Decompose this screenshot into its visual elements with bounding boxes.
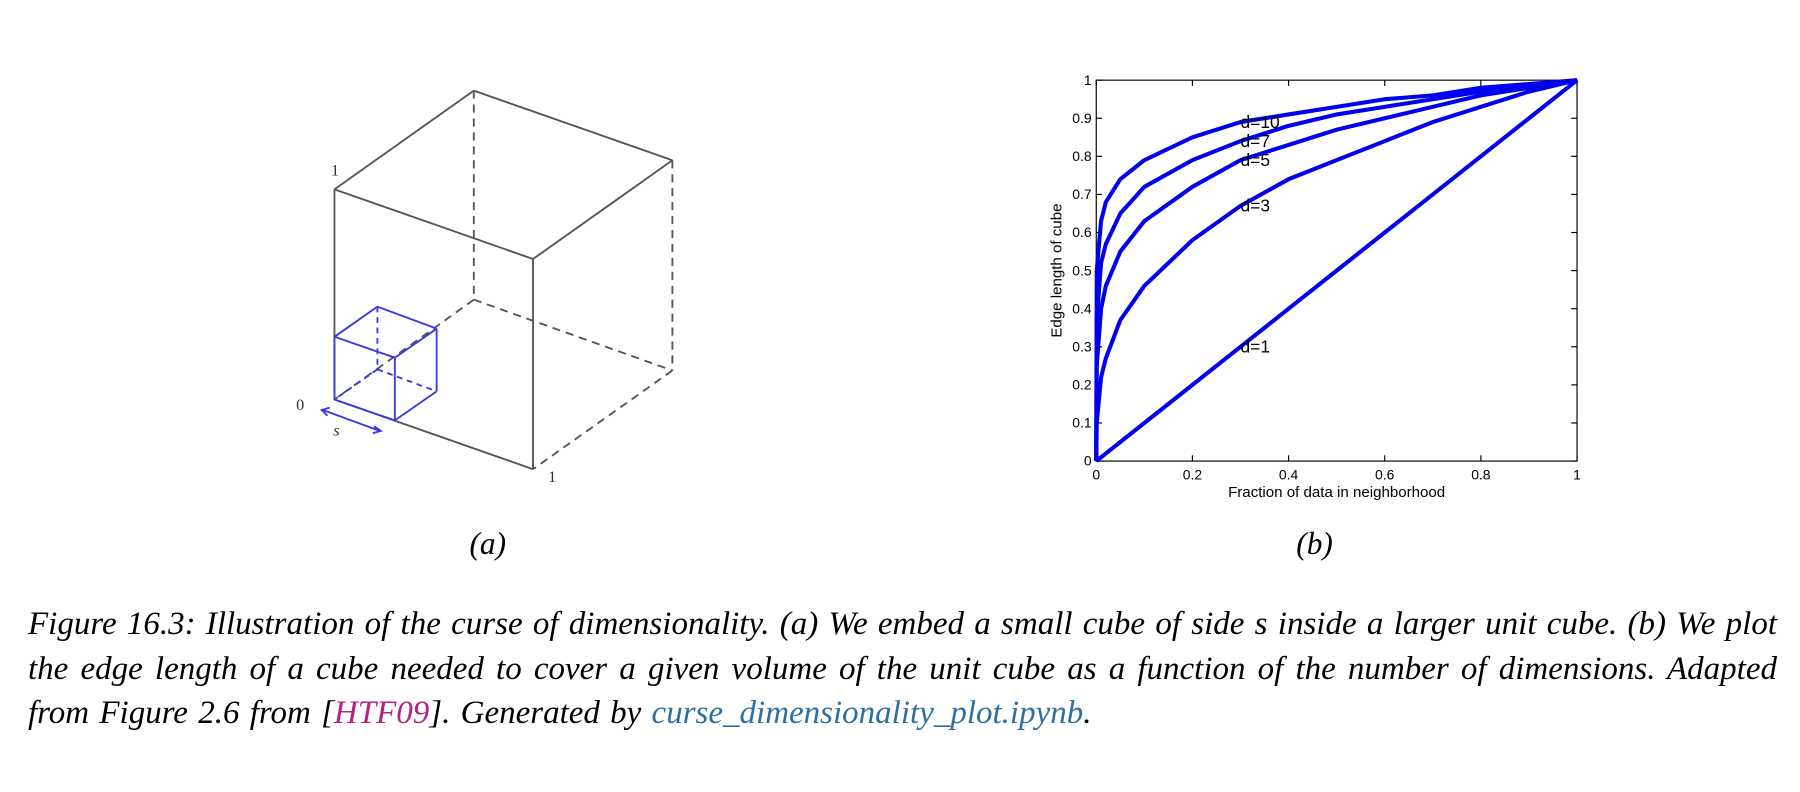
y-tick-label: 0.7 [1072,186,1092,202]
origin-label: 0 [296,396,304,414]
axis-corner-label: 1 [548,468,556,486]
y-tick-label: 0.8 [1072,148,1092,164]
y-tick-label: 0.5 [1072,262,1092,278]
subcaption: (a) [469,526,506,561]
y-tick-label: 0.3 [1072,338,1092,354]
x-tick-label: 1 [1573,467,1581,483]
x-tick-label: 0.4 [1279,467,1299,483]
x-tick-label: 0 [1092,467,1100,483]
x-tick-label: 0.8 [1471,467,1491,483]
series-line [1094,78,1578,462]
series-label: d=1 [1240,337,1270,357]
y-tick-label: 1 [1084,72,1092,88]
caption-text: . [1083,695,1092,731]
series-line [1094,78,1578,462]
x-tick-label: 0.6 [1375,467,1395,483]
y-tick-label: 0.6 [1072,224,1092,240]
cube-diagram [319,89,674,471]
y-tick-label: 0.1 [1072,415,1092,431]
subcaption: (b) [1296,526,1333,561]
y-tick-label: 0.2 [1072,377,1092,393]
series-label: d=3 [1240,196,1270,216]
series-line [1094,78,1579,463]
axis-corner-label: 1 [331,161,339,179]
y-tick-label: 0.4 [1072,300,1092,316]
series-label: d=7 [1240,131,1270,151]
x-axis-label: Fraction of data in neighborhood [1228,484,1445,501]
side-label: s [333,422,339,440]
series-line [1094,78,1578,462]
plot: 0 0.2 0.4 0.6 0.8 1 0 0.1 0.2 0.3 0.4 0.5 0.6 0.7 0.8 0… [1048,72,1581,501]
y-axis-label: Edge length of cube [1048,204,1065,338]
x-tick-label: 0.2 [1183,467,1203,483]
caption-text: ]. Generated by [429,695,652,731]
citation[interactable]: HTF09 [333,695,430,731]
series-label: d=10 [1240,112,1279,132]
caption-text: Figure 16.3: Illustration of the curse o… [28,606,1777,731]
series-line [1094,78,1578,462]
series-label: d=5 [1240,150,1270,170]
y-tick-label: 0.9 [1072,110,1092,126]
figure-caption: Figure 16.3: Illustration of the curse o… [28,602,1777,736]
figure: 1 0 s 1 0 0.2 0.4 0.6 0.8 1 0 0.1 0.2 0.3 0.4 0.5 0.… [296,72,1581,561]
y-tick-label: 0 [1084,453,1092,469]
notebook-link[interactable]: curse_dimensionality_plot.ipynb [651,695,1084,731]
